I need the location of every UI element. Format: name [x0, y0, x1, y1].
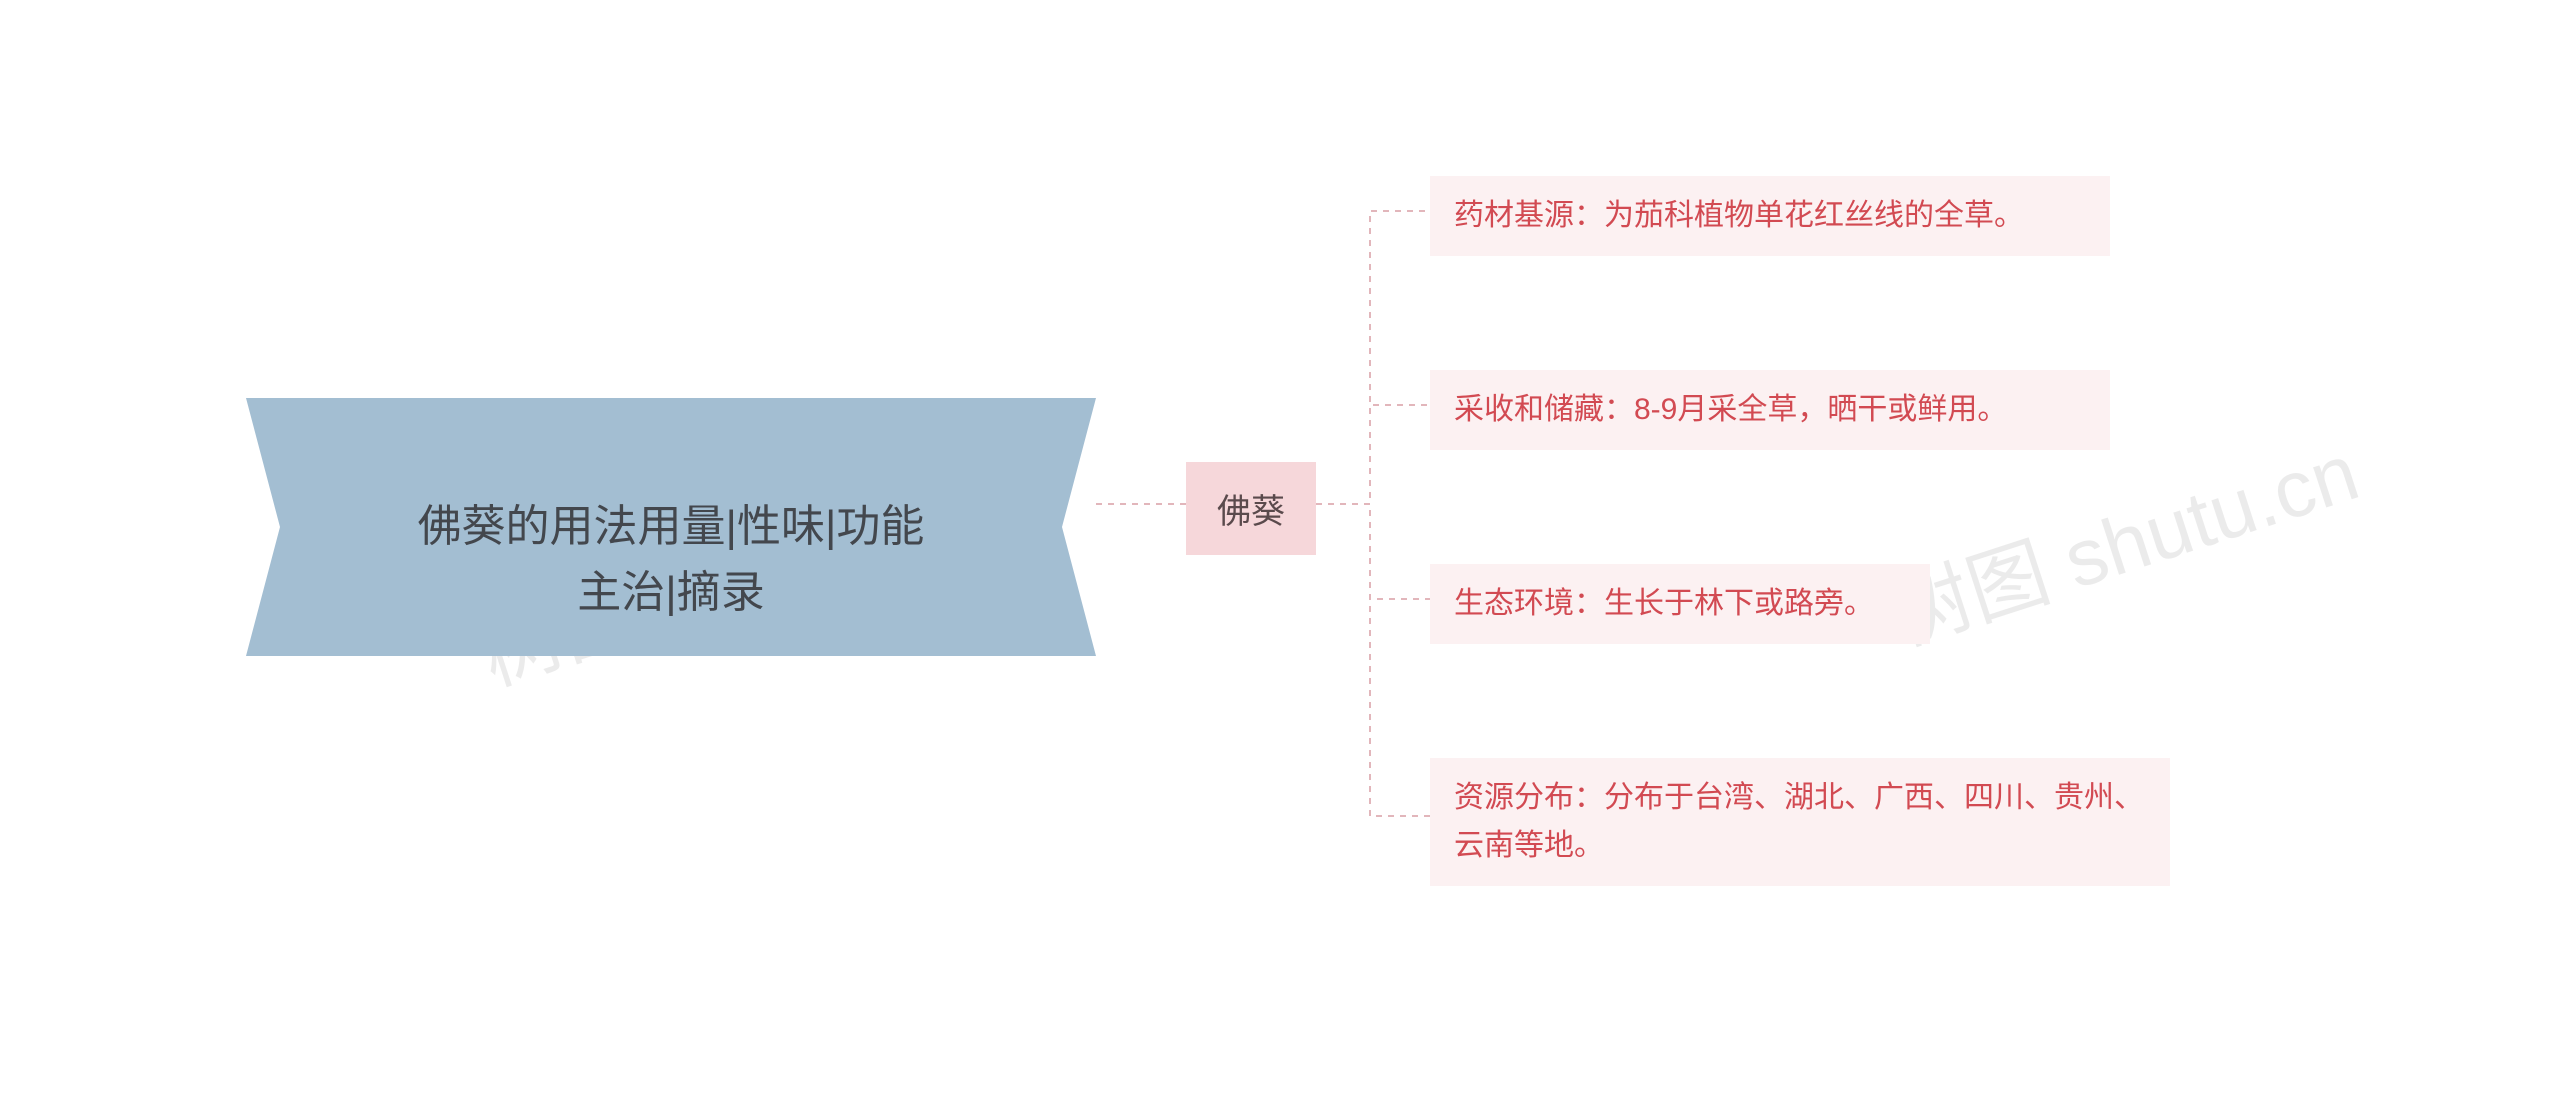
root-node[interactable]: 佛葵的用法用量|性味|功能 主治|摘录 — [246, 398, 1096, 656]
leaf-node-1[interactable]: 采收和储藏：8-9月采全草，晒干或鲜用。 — [1430, 370, 2110, 450]
sub-node[interactable]: 佛葵 — [1186, 462, 1316, 555]
leaf-label: 药材基源：为茄科植物单花红丝线的全草。 — [1454, 199, 2024, 232]
sub-label: 佛葵 — [1217, 493, 1285, 531]
leaf-node-0[interactable]: 药材基源：为茄科植物单花红丝线的全草。 — [1430, 176, 2110, 256]
leaf-label: 生态环境：生长于林下或路旁。 — [1454, 587, 1874, 620]
leaf-label: 资源分布：分布于台湾、湖北、广西、四川、贵州、云南等地。 — [1454, 781, 2144, 862]
root-label: 佛葵的用法用量|性味|功能 主治|摘录 — [418, 502, 925, 617]
mindmap-canvas: 树图 shutu.cn 树图 shutu.cn 佛葵的用法用量|性味|功能 主治… — [0, 0, 2560, 1106]
leaf-node-2[interactable]: 生态环境：生长于林下或路旁。 — [1430, 564, 1930, 644]
leaf-node-3[interactable]: 资源分布：分布于台湾、湖北、广西、四川、贵州、云南等地。 — [1430, 758, 2170, 886]
leaf-label: 采收和储藏：8-9月采全草，晒干或鲜用。 — [1454, 393, 2007, 426]
